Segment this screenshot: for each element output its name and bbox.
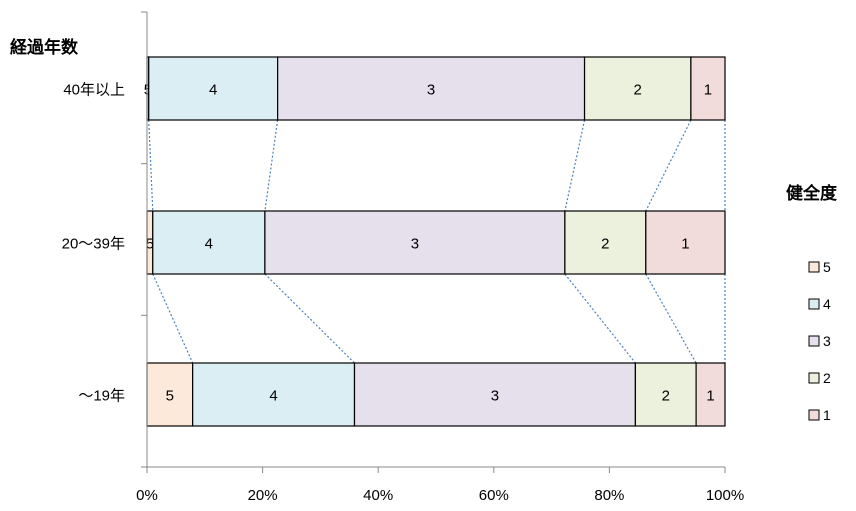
bar-segment-label: 2 [634, 82, 642, 99]
legend-swatch [808, 261, 820, 273]
bar-segment-label: 1 [706, 388, 714, 405]
series-connector-line [645, 119, 692, 212]
series-connector-lines [148, 119, 726, 364]
bar-segment-label: 1 [681, 236, 689, 253]
legend-swatch [808, 298, 820, 310]
legend-label: 1 [823, 407, 831, 423]
legend-swatch [808, 409, 820, 421]
bar-segment [148, 56, 279, 121]
bar-segment [645, 210, 726, 275]
axes [146, 12, 725, 468]
legend-title: 健全度 [786, 183, 838, 203]
x-tick-label: 80% [594, 487, 624, 504]
bar-segment-label: 3 [411, 236, 419, 253]
legend: 5 4 3 2 1 [808, 259, 831, 423]
bar-segment-label: 5 [146, 236, 154, 253]
legend-label: 3 [823, 333, 831, 349]
bar-segment-label: 3 [427, 82, 435, 99]
bar-segment-label: 3 [491, 388, 499, 405]
bar-segment-label: 4 [209, 82, 217, 99]
bar-segment-label: 2 [601, 236, 609, 253]
y-axis-title: 経過年数 [10, 37, 79, 57]
series-connector-line [264, 119, 279, 212]
bar-segment-label: 5 [144, 82, 152, 99]
x-axis-ticks: 0% 20% 40% 60% 80% 100% [136, 467, 744, 504]
series-connector-line [564, 273, 636, 364]
legend-swatch [808, 372, 820, 384]
x-tick-label: 20% [248, 487, 278, 504]
bar-segment [634, 362, 697, 427]
bar-segment-label: 4 [205, 236, 213, 253]
bar-segment [583, 56, 692, 121]
legend-label: 4 [823, 296, 831, 312]
category-labels: 40年以上 20〜39年〜19年 [62, 82, 125, 405]
x-tick-label: 60% [479, 487, 509, 504]
bar-segment [277, 56, 586, 121]
bar-segment-label: 4 [269, 388, 277, 405]
bar-segment [264, 210, 566, 275]
bar-segment-label: 2 [662, 388, 670, 405]
category-label: 20〜39年 [62, 236, 125, 253]
bar-segment-label: 1 [704, 82, 712, 99]
legend-label: 5 [823, 259, 831, 275]
category-label: 40年以上 [63, 82, 125, 99]
bar-segment [690, 56, 726, 121]
series-connector-line [645, 273, 697, 364]
series-connector-line [564, 119, 586, 212]
x-tick-label: 100% [706, 487, 744, 504]
x-tick-label: 0% [136, 487, 158, 504]
bar-group: 5 4 3 2 1 5 4 3 2 1 5 4 3 2 1 [144, 56, 726, 427]
legend-swatch [808, 335, 820, 347]
bar-segment [152, 210, 266, 275]
legend-label: 2 [823, 370, 831, 386]
series-connector-line [152, 273, 194, 364]
series-connector-line [148, 119, 154, 212]
category-label: 〜19年 [78, 388, 125, 405]
bar-segment-label: 5 [166, 388, 174, 405]
bar-segment [695, 362, 726, 427]
bar-segment [192, 362, 356, 427]
series-connector-line [264, 273, 355, 364]
x-tick-label: 40% [363, 487, 393, 504]
y-axis-ticks [141, 11, 147, 468]
